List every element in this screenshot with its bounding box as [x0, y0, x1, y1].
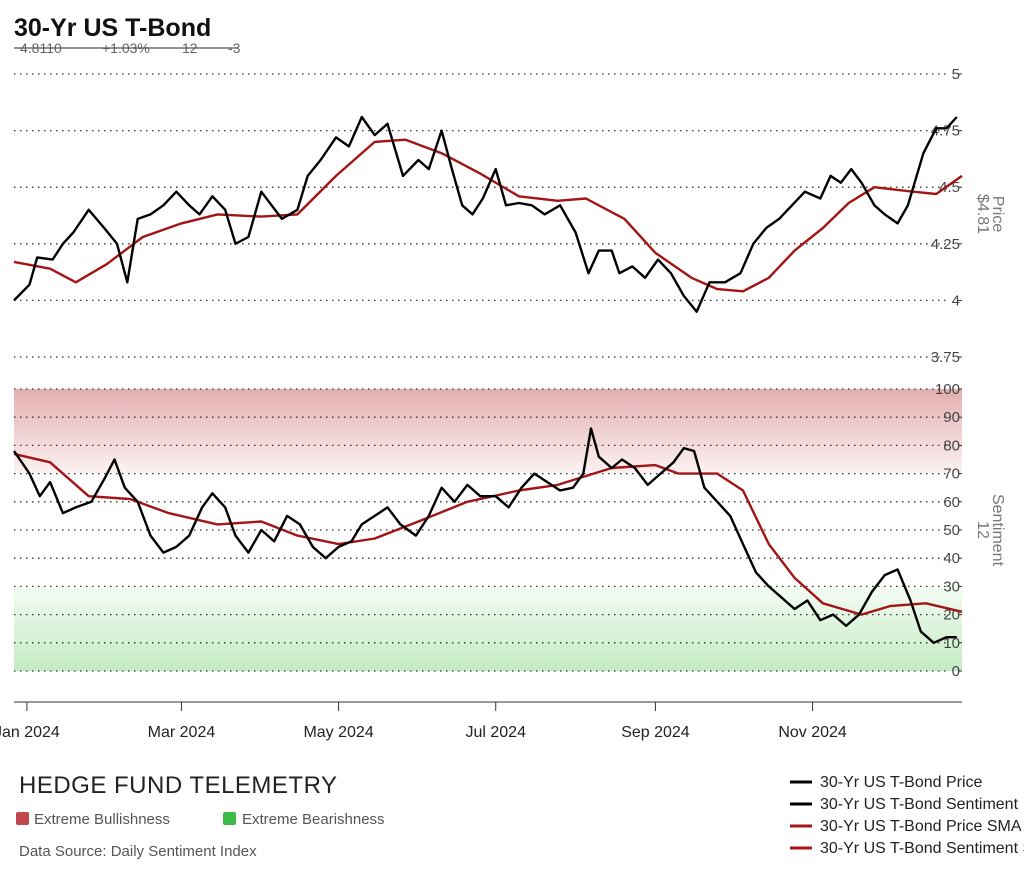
sentiment-tick-label: 100: [935, 381, 960, 398]
bull-swatch: [16, 812, 29, 825]
data-source: Data Source: Daily Sentiment Index: [19, 843, 257, 860]
legend-sentiment: 30-Yr US T-Bond Sentiment: [820, 796, 1019, 813]
bear-swatch: [223, 812, 236, 825]
price-tick-label: 3.75: [931, 349, 960, 366]
sentiment-axis-label: Sentiment: [989, 494, 1006, 567]
price-axis-label: Price: [989, 196, 1006, 233]
bull-legend-label: Extreme Bullishness: [34, 811, 170, 828]
legend-price-sma: 30-Yr US T-Bond Price SMA: [820, 818, 1022, 835]
sentiment-tick-label: 0: [952, 663, 960, 680]
legend-sentiment-sma: 30-Yr US T-Bond Sentiment SMA: [820, 840, 1024, 857]
price-tick-label: 4.75: [931, 123, 960, 140]
price-tick-label: 5: [952, 66, 960, 83]
sentiment-tick-label: 70: [943, 466, 960, 483]
price-tick-label: 4: [952, 292, 960, 309]
price-line: [13, 115, 958, 313]
sentiment-tick-label: 80: [943, 437, 960, 454]
x-tick-label: Nov 2024: [778, 724, 847, 741]
sentiment-line: [13, 427, 957, 644]
sentiment-tick-label: 30: [943, 578, 960, 595]
price-sma-line: [13, 138, 963, 293]
x-tick-label: Mar 2024: [148, 724, 216, 741]
series-legend: 30-Yr US T-Bond Price 30-Yr US T-Bond Se…: [790, 774, 1024, 857]
legend-price: 30-Yr US T-Bond Price: [820, 774, 983, 791]
price-tick-label: 4.5: [939, 179, 960, 196]
sentiment-tick-label: 60: [943, 494, 960, 511]
sentiment-tick-label: 10: [943, 635, 960, 652]
brand-title: HEDGE FUND TELEMETRY: [19, 772, 338, 799]
sentiment-tick-label: 50: [943, 522, 960, 539]
sentiment-last-label: 12: [974, 521, 991, 539]
price-grid: 5 4.75 4.5 4.25 4 3.75: [14, 66, 962, 366]
price-tick-label: 4.25: [931, 236, 960, 253]
x-axis: Jan 2024 Mar 2024 May 2024 Jul 2024 Sep 2024…: [0, 702, 847, 741]
x-tick-label: Jul 2024: [465, 724, 526, 741]
sentiment-sma-line: [13, 452, 963, 616]
extreme-bear-band: [14, 587, 962, 671]
x-tick-label: Jan 2024: [0, 724, 60, 741]
bear-legend-label: Extreme Bearishness: [242, 811, 385, 828]
x-tick-label: May 2024: [303, 724, 373, 741]
header-stats: 4.8110 +1.03% 12 -3: [14, 40, 241, 56]
price-last-label: $4.81: [974, 194, 991, 234]
extreme-bull-band: [14, 389, 962, 473]
sentiment-tick-label: 40: [943, 550, 960, 567]
chart-title: 30-Yr US T-Bond: [14, 14, 211, 42]
sentiment-tick-label: 90: [943, 409, 960, 426]
x-tick-label: Sep 2024: [621, 724, 690, 741]
